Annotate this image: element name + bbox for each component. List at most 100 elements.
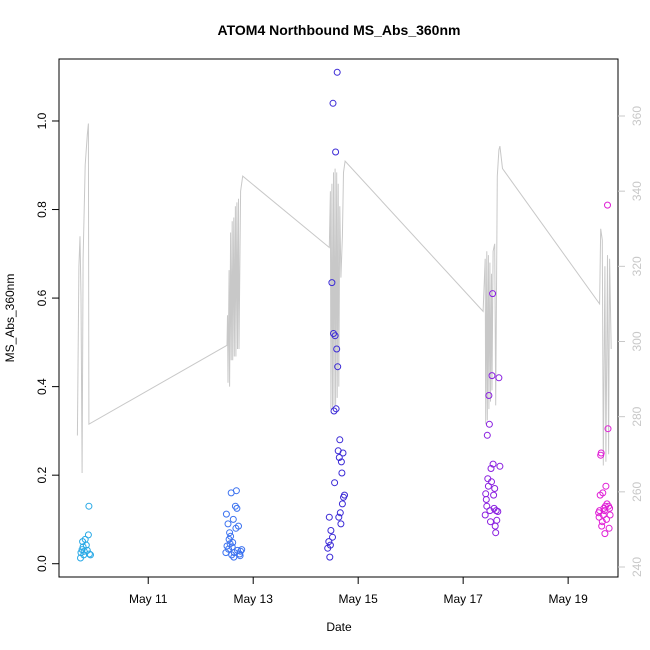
data-point xyxy=(485,420,493,428)
y2-tick-label: 280 xyxy=(630,406,644,426)
data-point xyxy=(333,68,341,76)
data-point xyxy=(226,529,234,537)
data-point xyxy=(491,485,499,492)
data-point xyxy=(237,547,245,555)
data-point xyxy=(601,530,609,538)
data-point xyxy=(603,515,610,523)
data-point xyxy=(482,496,490,503)
data-point xyxy=(495,374,503,382)
data-point xyxy=(493,516,501,524)
x-tick-label: May 13 xyxy=(234,592,274,606)
data-point xyxy=(489,460,497,468)
y-tick-label: 0.4 xyxy=(35,378,49,395)
data-point xyxy=(492,529,500,537)
data-point xyxy=(222,510,230,518)
data-point xyxy=(494,508,502,515)
data-point xyxy=(232,487,240,495)
data-point xyxy=(83,546,91,554)
points-layer xyxy=(77,68,614,562)
data-point xyxy=(336,509,344,517)
data-point xyxy=(496,462,504,470)
data-point xyxy=(488,478,495,486)
data-point xyxy=(229,515,237,523)
y-axis-label: MS_Abs_360nm xyxy=(3,274,17,363)
data-point xyxy=(329,99,337,107)
data-point xyxy=(327,527,335,534)
data-point xyxy=(335,513,343,521)
data-point xyxy=(326,553,334,561)
data-point xyxy=(224,520,232,528)
x-tick-label: May 15 xyxy=(339,592,379,606)
data-point xyxy=(599,489,607,497)
data-point xyxy=(485,392,493,399)
chart-title: ATOM4 Northbound MS_Abs_360nm xyxy=(218,22,461,38)
data-point xyxy=(333,345,341,353)
data-point xyxy=(490,491,498,499)
data-point xyxy=(235,522,242,530)
x-axis: May 11 May 13 May 15 May 17 May 19 xyxy=(129,577,588,606)
data-point xyxy=(488,372,496,380)
y-tick-label: 0.6 xyxy=(35,289,49,306)
y-tick-label: 0.8 xyxy=(35,201,49,218)
data-point xyxy=(487,518,494,526)
data-point xyxy=(332,148,340,156)
data-point xyxy=(230,553,238,561)
data-point xyxy=(328,279,336,287)
data-point xyxy=(337,520,345,528)
data-point xyxy=(606,511,614,519)
data-point xyxy=(84,531,92,539)
data-point xyxy=(82,541,90,549)
data-point xyxy=(227,532,235,540)
y-tick-label: 1.0 xyxy=(35,112,49,129)
data-point xyxy=(341,491,348,499)
left-axis: 0.0 0.2 0.4 0.6 0.8 1.0 xyxy=(35,112,59,572)
right-axis: 240 260 280 300 320 340 360 xyxy=(618,106,644,577)
y2-tick-label: 300 xyxy=(630,331,644,351)
data-point xyxy=(325,538,333,546)
data-point xyxy=(338,469,346,477)
data-point xyxy=(598,522,606,530)
data-point xyxy=(229,539,237,546)
data-point xyxy=(330,330,337,337)
data-point xyxy=(334,363,342,371)
x-tick-label: May 11 xyxy=(129,592,168,606)
x-axis-label: Date xyxy=(326,620,352,634)
data-point xyxy=(606,504,614,512)
data-point xyxy=(487,465,495,472)
data-point xyxy=(238,546,246,554)
data-point xyxy=(332,405,340,413)
data-point xyxy=(233,504,241,512)
data-point xyxy=(326,541,334,549)
data-point xyxy=(87,551,94,559)
data-point xyxy=(331,479,339,487)
data-point xyxy=(339,449,347,457)
y2-tick-label: 340 xyxy=(630,181,644,201)
data-point xyxy=(330,407,338,415)
data-point xyxy=(597,449,605,457)
data-point xyxy=(604,201,611,209)
data-point xyxy=(325,513,333,521)
y2-tick-label: 240 xyxy=(630,557,644,577)
data-point xyxy=(604,425,612,433)
data-point xyxy=(337,458,345,466)
x-tick-label: May 17 xyxy=(443,592,483,606)
data-point xyxy=(336,436,344,444)
y2-tick-label: 260 xyxy=(630,482,644,502)
data-point xyxy=(483,431,491,439)
data-point xyxy=(85,550,93,558)
x-tick-label: May 19 xyxy=(548,592,588,606)
data-point xyxy=(602,482,610,490)
y2-tick-label: 360 xyxy=(630,106,644,126)
plot-frame xyxy=(58,58,619,578)
y-tick-label: 0.2 xyxy=(35,467,49,484)
data-point xyxy=(338,500,346,508)
data-point xyxy=(489,290,497,298)
data-point xyxy=(605,524,613,532)
data-point xyxy=(85,502,93,510)
y2-tick-label: 320 xyxy=(630,256,644,276)
data-point xyxy=(329,533,336,541)
data-point xyxy=(335,454,343,461)
y-tick-label: 0.0 xyxy=(35,555,49,572)
